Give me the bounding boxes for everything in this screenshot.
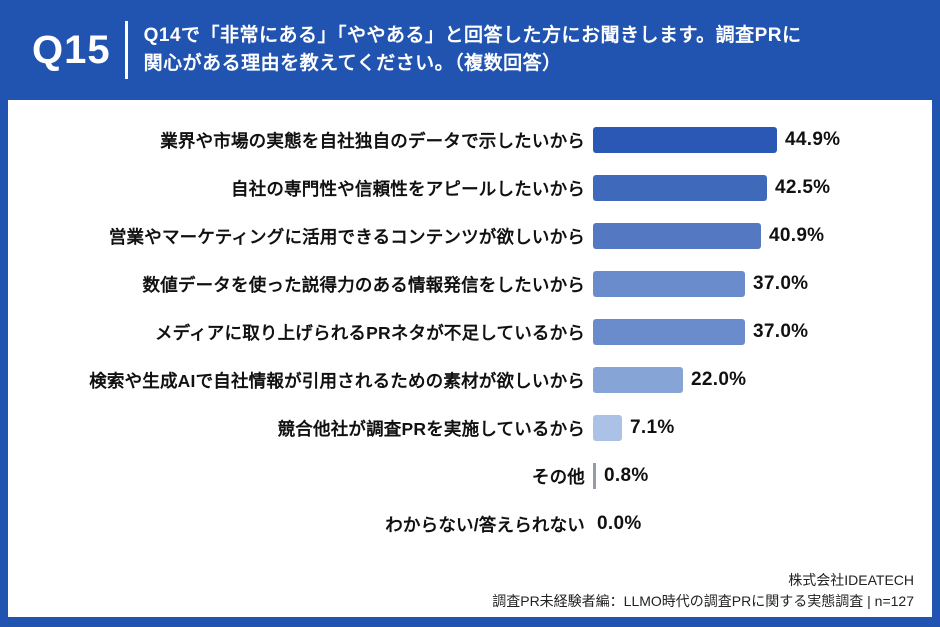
bar bbox=[593, 271, 745, 297]
bar bbox=[593, 367, 683, 393]
chart-row: メディアに取り上げられるPRネタが不足しているから 37.0% bbox=[8, 308, 932, 356]
bar-label: その他 bbox=[531, 466, 585, 487]
chart-panel: 業界や市場の実態を自社独自のデータで示したいから 44.9% 自社の専門性や信頼… bbox=[8, 100, 932, 617]
bar-value: 22.0% bbox=[691, 369, 747, 390]
bar bbox=[593, 319, 745, 345]
bar-label: 自社の専門性や信頼性をアピールしたいから bbox=[231, 178, 585, 199]
chart-row: 業界や市場の実態を自社独自のデータで示したいから 44.9% bbox=[8, 116, 932, 164]
survey-source: 調査PR未経験者編：LLMO時代の調査PRに関する実態調査 | n=127 bbox=[492, 592, 914, 609]
bar-label: 検索や生成AIで自社情報が引用されるための素材が欲しいから bbox=[89, 370, 585, 391]
bar-label: メディアに取り上げられるPRネタが不足しているから bbox=[154, 322, 585, 343]
bar bbox=[593, 223, 761, 249]
bar-value: 7.1% bbox=[630, 417, 675, 438]
chart-row: わからない/答えられない 0.0% bbox=[8, 500, 932, 548]
bar-value: 42.5% bbox=[775, 177, 831, 198]
chart-row: 競合他社が調査PRを実施しているから 7.1% bbox=[8, 404, 932, 452]
bar bbox=[593, 127, 777, 153]
bar-label: 営業やマーケティングに活用できるコンテンツが欲しいから bbox=[108, 226, 585, 247]
company-name: 株式会社IDEATECH bbox=[788, 572, 914, 589]
chart-row: 自社の専門性や信頼性をアピールしたいから 42.5% bbox=[8, 164, 932, 212]
bar-value: 0.0% bbox=[597, 513, 642, 534]
bar bbox=[593, 175, 767, 201]
bar-value: 40.9% bbox=[769, 225, 825, 246]
header-divider bbox=[124, 21, 128, 79]
question-header: Q15 Q14で「非常にある」「ややある」と回答した方にお聞きします。調査PRに… bbox=[0, 0, 940, 100]
bar-value: 0.8% bbox=[604, 465, 649, 486]
question-text: Q14で「非常にある」「ややある」と回答した方にお聞きします。調査PRに 関心が… bbox=[143, 25, 802, 74]
bar-label: 業界や市場の実態を自社独自のデータで示したいから bbox=[160, 130, 585, 151]
bar-value: 37.0% bbox=[753, 273, 809, 294]
bar-label: わからない/答えられない bbox=[385, 514, 585, 535]
chart-row: その他 0.8% bbox=[8, 452, 932, 500]
bar-label: 競合他社が調査PRを実施しているから bbox=[277, 418, 585, 439]
bar bbox=[593, 463, 596, 489]
bar-label: 数値データを使った説得力のある情報発信をしたいから bbox=[142, 274, 585, 295]
bar-value: 37.0% bbox=[753, 321, 809, 342]
chart-row: 営業やマーケティングに活用できるコンテンツが欲しいから 40.9% bbox=[8, 212, 932, 260]
chart-row: 数値データを使った説得力のある情報発信をしたいから 37.0% bbox=[8, 260, 932, 308]
bar-chart: 業界や市場の実態を自社独自のデータで示したいから 44.9% 自社の専門性や信頼… bbox=[8, 100, 932, 548]
bar bbox=[593, 415, 622, 441]
question-number: Q15 bbox=[32, 28, 111, 72]
chart-row: 検索や生成AIで自社情報が引用されるための素材が欲しいから 22.0% bbox=[8, 356, 932, 404]
bar-value: 44.9% bbox=[785, 129, 841, 150]
source-footer: 株式会社IDEATECH 調査PR未経験者編：LLMO時代の調査PRに関する実態… bbox=[492, 570, 914, 611]
